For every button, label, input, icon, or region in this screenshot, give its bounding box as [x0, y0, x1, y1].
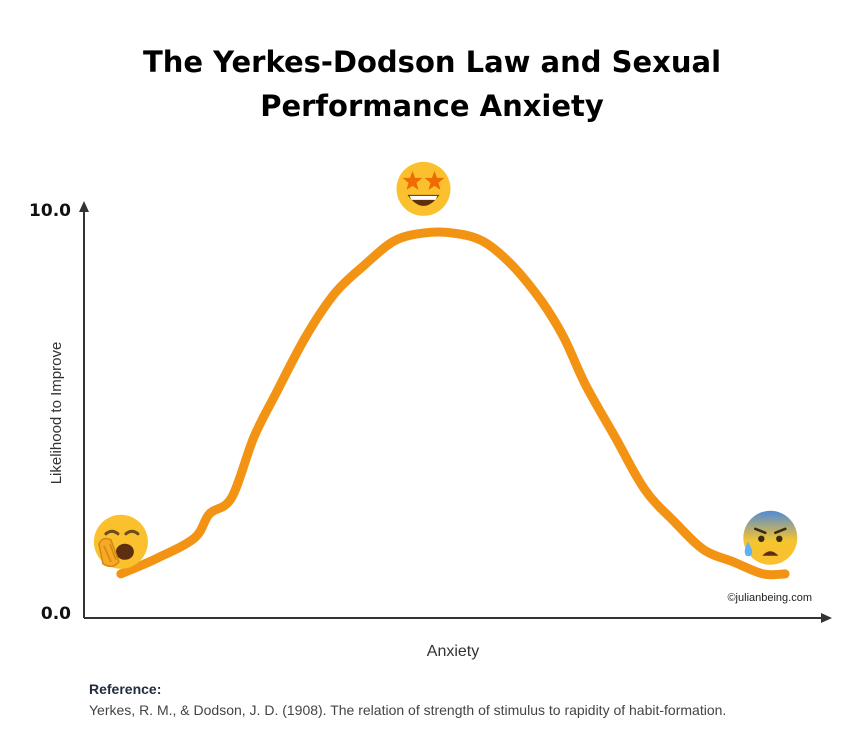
reference-heading: Reference: — [89, 681, 162, 697]
page-title-line-2: Performance Anxiety — [260, 89, 604, 123]
watermark: ©julianbeing.com — [727, 592, 812, 604]
anxious-sweat-face-icon — [743, 510, 798, 565]
y-tick-label-min: 0.0 — [41, 604, 71, 624]
x-axis-label: Anxiety — [427, 643, 479, 660]
series-line — [116, 227, 790, 580]
emoji-annotations — [93, 161, 798, 569]
reference-text: Yerkes, R. M., & Dodson, J. D. (1908). T… — [89, 702, 727, 718]
star-struck-face-icon — [396, 161, 451, 216]
page-title-line-1: The Yerkes-Dodson Law and Sexual — [142, 45, 722, 79]
y-axis-label: Likelihood to Improve — [48, 342, 65, 485]
x-axis-arrow — [821, 613, 832, 623]
y-tick-label-max: 10.0 — [29, 201, 71, 221]
y-axis-arrow — [79, 201, 89, 212]
page-title: The Yerkes-Dodson Law and Sexual Perform… — [0, 40, 864, 128]
axes — [79, 201, 832, 623]
yawning-face-icon — [93, 514, 148, 569]
